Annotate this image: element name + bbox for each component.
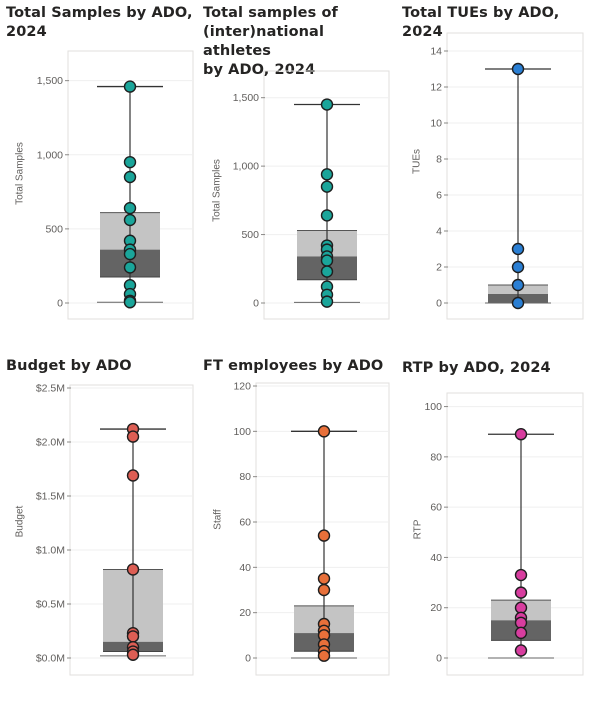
y-tick-label: 6 — [436, 190, 442, 202]
data-point — [514, 616, 528, 629]
y-tick-label: 100 — [424, 401, 442, 413]
data-point — [514, 586, 528, 599]
plot-frame — [263, 70, 390, 320]
chart-title-budget: Budget by ADO — [6, 358, 132, 374]
data-point — [317, 649, 331, 662]
chart-title-international-samples: Total samples of (inter)national athletes… — [203, 4, 393, 80]
y-tick-label: 14 — [430, 46, 442, 58]
data-point — [511, 260, 525, 274]
data-point — [126, 430, 140, 443]
y-tick-label: 2 — [436, 262, 442, 274]
data-point — [123, 155, 137, 169]
chart-title-total-samples: Total Samples by ADO, 2024 — [6, 5, 193, 40]
y-tick-label: $2.5M — [36, 383, 65, 395]
y-tick-label: 80 — [239, 471, 251, 483]
y-tick-label: $1.0M — [36, 545, 65, 557]
data-point — [514, 626, 528, 640]
y-tick-label: 20 — [430, 602, 442, 614]
title-line: (inter)national athletes — [203, 24, 325, 59]
y-tick-label: 80 — [430, 451, 442, 463]
data-point — [320, 265, 334, 278]
y-tick-label: 0 — [57, 298, 63, 310]
plot-frame — [446, 32, 584, 320]
title-line: Total samples of — [203, 5, 338, 21]
data-point — [320, 254, 334, 267]
y-tick-label: $0.0M — [36, 653, 65, 665]
data-point — [123, 201, 137, 215]
title-line: by ADO, 2024 — [203, 62, 316, 78]
data-point — [511, 62, 525, 76]
y-tick-label: 60 — [430, 502, 442, 514]
y-tick-label: 500 — [241, 229, 259, 241]
y-tick-label: 500 — [45, 223, 63, 235]
data-point — [511, 278, 525, 292]
y-tick-label: 8 — [436, 154, 442, 166]
y-tick-label: 0 — [245, 653, 251, 665]
data-point — [514, 428, 528, 441]
data-point — [123, 213, 137, 227]
data-point — [320, 209, 334, 222]
y-tick-label: 0 — [253, 298, 259, 310]
data-point — [514, 644, 528, 657]
y-tick-label: 4 — [436, 226, 442, 238]
y-tick-label: 60 — [239, 517, 251, 529]
y-tick-label: 20 — [239, 607, 251, 619]
data-point — [511, 242, 525, 256]
y-tick-label: 1,000 — [37, 149, 63, 161]
y-tick-label: $0.5M — [36, 599, 65, 611]
data-point — [317, 529, 331, 542]
plot-frame — [69, 384, 194, 676]
data-point — [126, 648, 140, 661]
data-point — [123, 80, 137, 93]
y-tick-label: 100 — [233, 426, 251, 438]
chart-title-rtp: RTP by ADO, 2024 — [402, 360, 551, 376]
plot-frame — [446, 392, 584, 676]
data-point — [123, 296, 137, 309]
y-tick-label: $2.0M — [36, 437, 65, 449]
data-point — [320, 180, 334, 193]
data-point — [126, 630, 140, 643]
y-tick-label: 10 — [430, 118, 442, 130]
data-point — [126, 469, 140, 482]
y-tick-label: 1,500 — [37, 75, 63, 87]
y-tick-label: 40 — [430, 552, 442, 564]
data-point — [514, 568, 528, 582]
data-point — [123, 247, 137, 261]
y-tick-label: 12 — [430, 82, 442, 94]
y-tick-label: 0 — [436, 298, 442, 310]
y-tick-label: 120 — [233, 381, 251, 393]
data-point — [317, 583, 331, 597]
y-tick-label: 1,500 — [233, 92, 259, 104]
data-point — [126, 563, 140, 576]
data-point — [317, 425, 331, 438]
data-point — [511, 296, 525, 310]
y-tick-label: $1.5M — [36, 491, 65, 503]
data-point — [317, 572, 331, 585]
chart-title-ft-employees: FT employees by ADO — [203, 358, 384, 374]
y-tick-label: 0 — [436, 653, 442, 665]
data-point — [123, 170, 137, 184]
chart-title-total-tues: Total TUEs by ADO, 2024 — [402, 5, 560, 40]
plot-frame — [67, 50, 194, 320]
data-point — [320, 168, 334, 181]
data-point — [514, 601, 528, 614]
data-point — [320, 295, 334, 308]
data-point — [123, 261, 137, 274]
plot-frame — [255, 382, 390, 676]
data-point — [320, 98, 334, 111]
y-tick-label: 1,000 — [233, 161, 259, 173]
y-tick-label: 40 — [239, 562, 251, 574]
